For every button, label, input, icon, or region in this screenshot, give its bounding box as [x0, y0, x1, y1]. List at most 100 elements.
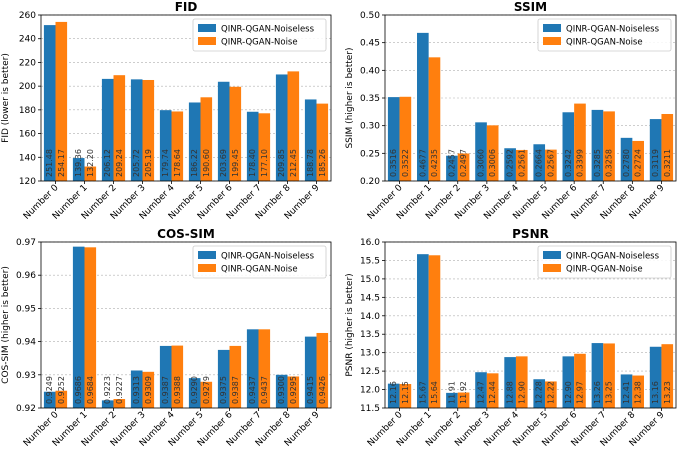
bar-value-label: 186.22 — [190, 149, 199, 177]
bar-value-label: 254.17 — [57, 149, 66, 177]
bar-noiseless — [562, 112, 575, 181]
y-tick-label: 160 — [19, 130, 36, 140]
bar-value-label: 12.38 — [634, 381, 643, 404]
bar-noise — [84, 166, 97, 181]
bar-noiseless — [304, 336, 317, 408]
y-axis-label: COS-SIM (higher is better) — [1, 266, 11, 384]
bar-noise — [632, 375, 644, 408]
bar-noise — [287, 376, 300, 408]
bar-noise — [399, 96, 412, 181]
bar-value-label: 0.2664 — [535, 149, 544, 177]
bar-value-label: 12.28 — [535, 381, 544, 404]
y-tick-label: 0.97 — [16, 238, 36, 248]
y-tick-label: 0.96 — [16, 271, 36, 281]
bar-value-label: 0.9437 — [248, 376, 257, 404]
bar-value-label: 0.9686 — [74, 376, 83, 404]
bar-noise — [171, 345, 184, 408]
bar-value-label: 13.26 — [593, 381, 602, 404]
bar-noise — [258, 329, 271, 408]
bar-value-label: 0.9290 — [190, 376, 199, 404]
bar-value-label: 11.92 — [459, 381, 468, 404]
bar-noise — [55, 390, 68, 408]
bar-noiseless — [217, 349, 230, 408]
bar-noise — [399, 384, 412, 408]
bar-noiseless — [649, 119, 662, 181]
bar-noiseless — [446, 392, 458, 408]
legend-swatch — [543, 37, 561, 45]
y-tick-label: 0.30 — [360, 122, 380, 132]
bar-value-label: 13.16 — [651, 381, 660, 404]
y-tick-label: 0.94 — [16, 338, 36, 348]
legend-label: QINR-QGAN-Noise — [221, 265, 298, 275]
bar-noiseless — [504, 357, 516, 408]
y-tick-label: 0.25 — [360, 149, 380, 159]
y-tick-label: 140 — [19, 153, 36, 163]
bar-noise — [428, 57, 441, 181]
axes-frame — [40, 14, 332, 182]
bar-noise — [258, 113, 271, 181]
legend-swatch — [198, 24, 216, 32]
bar-value-label: 206.12 — [103, 149, 112, 177]
chart-panel-ssim: 0.20 0.25 0.30 0.35 0.40 0.45 0.50 0.3516 0.4677… — [345, 0, 677, 222]
bar-noiseless — [562, 356, 575, 408]
bar-noiseless — [275, 74, 288, 181]
bar-noise — [113, 75, 126, 181]
bar-value-label: 12.41 — [622, 381, 631, 404]
bar-value-label: 12.90 — [564, 381, 573, 404]
bar-value-label: 0.4677 — [418, 149, 427, 177]
bar-noise — [142, 371, 155, 408]
bar-noise — [316, 332, 329, 408]
bar-value-label: 0.3006 — [488, 149, 497, 177]
bar-value-label: 0.9313 — [132, 376, 141, 404]
bar-value-label: 15.67 — [418, 381, 427, 404]
y-tick-label: 200 — [19, 82, 36, 92]
axes-frame — [384, 14, 677, 182]
y-tick-label: 14.0 — [360, 312, 380, 322]
bar-value-label: 179.74 — [161, 149, 170, 177]
bar-value-label: 205.19 — [144, 149, 153, 177]
bar-noiseless — [446, 155, 458, 181]
bar-value-label: 0.3119 — [651, 149, 660, 177]
bar-value-label: 0.9415 — [306, 376, 315, 404]
bar-value-label: 0.9295 — [289, 376, 298, 404]
y-tick-label: 120 — [19, 177, 36, 187]
bar-noiseless — [43, 25, 56, 182]
bar-noise — [200, 381, 213, 408]
bar-value-label: 0.3516 — [389, 149, 398, 177]
bar-value-label: 212.45 — [289, 149, 298, 177]
bar-noiseless — [188, 378, 201, 408]
bar-noiseless — [387, 383, 400, 408]
bar-value-label: 0.3285 — [593, 149, 602, 177]
bar-value-label: 12.88 — [506, 381, 515, 404]
chart-title: COS-SIM — [157, 227, 215, 241]
bar-noiseless — [649, 346, 662, 408]
y-axis-label: SSIM (higher is better) — [345, 47, 355, 148]
bar-noise — [574, 103, 586, 181]
bar-value-label: 0.2561 — [517, 149, 526, 177]
y-tick-label: 240 — [19, 35, 36, 45]
bar-value-label: 209.85 — [277, 149, 286, 177]
bar-noise — [632, 140, 644, 181]
bar-value-label: 203.69 — [219, 149, 228, 177]
bar-noiseless — [43, 391, 56, 408]
y-tick-label: 13.0 — [360, 349, 380, 359]
axes-frame — [384, 241, 677, 409]
bar-noise — [515, 149, 528, 181]
bar-value-label: 0.9387 — [161, 376, 170, 404]
bar-value-label: 12.22 — [546, 381, 555, 404]
legend-swatch — [543, 251, 561, 259]
bar-value-label: 11.91 — [447, 381, 456, 404]
y-tick-label: 11.5 — [360, 404, 380, 414]
bar-value-label: 12.15 — [401, 381, 410, 404]
bar-noise — [486, 125, 499, 181]
bar-noiseless — [504, 148, 516, 181]
bar-noiseless — [101, 400, 114, 408]
bar-noiseless — [417, 254, 429, 408]
bar-value-label: 0.3258 — [605, 149, 614, 177]
bar-value-label: 15.64 — [430, 381, 439, 404]
bar-value-label: 185.26 — [318, 149, 327, 177]
y-tick-label: 0.40 — [360, 66, 380, 76]
bar-value-label: 12.97 — [575, 381, 584, 404]
legend-label: QINR-QGAN-Noise — [566, 38, 643, 48]
